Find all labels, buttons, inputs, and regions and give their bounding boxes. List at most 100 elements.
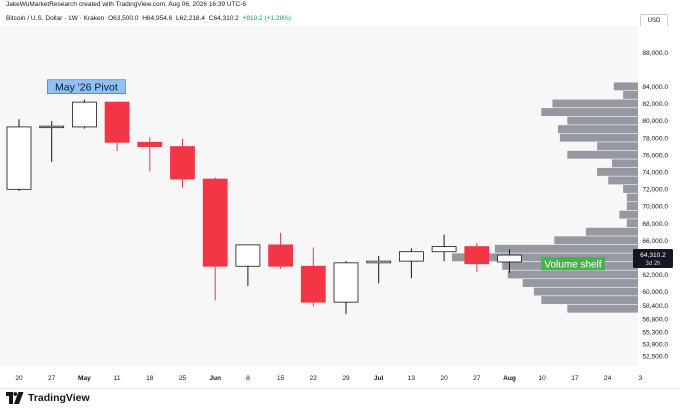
y-tick-label: 82,000.0 — [642, 101, 668, 108]
volume-profile-bar — [623, 185, 638, 193]
y-tick-label: 84,000.0 — [642, 84, 668, 91]
y-tick-label: 62,000.0 — [642, 272, 668, 279]
volume-profile-bar — [552, 99, 638, 108]
candle[interactable] — [39, 125, 65, 129]
x-tick-label: 24 — [604, 375, 612, 382]
x-tick-label: 3 — [638, 375, 642, 382]
x-tick-label: 8 — [246, 375, 250, 382]
x-tick-label: 11 — [114, 375, 121, 382]
y-tick-label: 60,000.0 — [642, 289, 668, 296]
candle[interactable] — [464, 246, 490, 265]
volume-profile-bar — [597, 167, 638, 176]
pivot-label-box[interactable] — [47, 79, 126, 95]
x-tick-label: 27 — [473, 375, 481, 382]
volume-profile-bar — [626, 202, 638, 211]
candle[interactable] — [72, 101, 97, 128]
symbol-legend: Bitcoin / U.S. Dollar · 1W · Kraken O63,… — [6, 15, 293, 23]
change-value: +810.2 (+1.28%) — [242, 15, 292, 22]
tradingview-logo-icon — [6, 392, 24, 404]
candle[interactable] — [170, 146, 195, 180]
x-tick-label: Aug — [503, 375, 516, 382]
close-value: C64,310.2 — [208, 15, 239, 22]
chart-header: JakeWuMarketResearch created with Tradin… — [0, 0, 680, 10]
y-tick-label: 78,000.0 — [642, 135, 668, 142]
tradingview-logo[interactable]: TradingView — [6, 392, 90, 404]
x-tick-label: May — [78, 375, 91, 382]
y-tick-label: 58,400.0 — [642, 303, 668, 310]
price-axis[interactable] — [640, 26, 680, 390]
low-value: L62,218.4 — [176, 15, 205, 22]
open-value: O63,500.0 — [108, 15, 139, 22]
candle[interactable] — [300, 265, 326, 303]
volume-profile-bar — [541, 296, 638, 305]
x-tick-label: 29 — [342, 375, 350, 382]
x-tick-label: 13 — [408, 375, 416, 382]
volume-profile-bar — [626, 193, 638, 202]
time-axis[interactable] — [0, 366, 680, 390]
volume-profile-bar — [567, 150, 638, 159]
x-tick-label: 20 — [15, 375, 23, 382]
y-tick-label: 53,900.0 — [642, 341, 668, 348]
volume-profile-bar — [533, 287, 638, 296]
last-price-tag[interactable] — [633, 249, 673, 269]
y-tick-label: 52,500.0 — [642, 353, 668, 360]
x-tick-label: 27 — [48, 375, 56, 382]
plot-area[interactable] — [0, 26, 638, 366]
volume-profile-bar — [611, 159, 638, 168]
candle[interactable] — [333, 262, 359, 303]
y-tick-label: 55,300.0 — [642, 329, 668, 336]
x-tick-label: 22 — [310, 375, 318, 382]
x-tick-label: 18 — [146, 375, 154, 382]
y-tick-label: 74,000.0 — [642, 170, 668, 177]
candle[interactable] — [104, 101, 130, 143]
price-chart[interactable]: May '26 Pivot Volume shelf 52,500.0 53,900.… — [0, 26, 680, 390]
volume-profile-bar — [559, 133, 638, 142]
volume-profile-bar — [522, 279, 638, 287]
candle[interactable] — [398, 251, 424, 262]
volume-profile-bar — [558, 125, 638, 134]
candle[interactable] — [366, 260, 392, 264]
y-tick-label: 76,000.0 — [642, 152, 668, 159]
x-tick-label: Jul — [374, 375, 384, 382]
last-price-countdown: 3d 2h — [645, 261, 660, 267]
high-value: H64,954.6 — [142, 15, 173, 22]
candle[interactable] — [6, 126, 32, 190]
volume-profile-bar — [507, 270, 638, 279]
volume-profile-bar — [567, 304, 638, 313]
x-tick-label: 25 — [179, 375, 187, 382]
y-tick-label: 56,800.0 — [642, 317, 668, 324]
volume-profile-bar — [626, 219, 638, 228]
last-price-value: 64,310.2 — [640, 252, 666, 259]
y-tick-label: 88,000.0 — [642, 50, 668, 57]
volume-shelf-box[interactable] — [541, 257, 605, 271]
volume-profile-bar — [613, 82, 638, 91]
tradingview-brand: TradingView — [28, 392, 90, 404]
volume-profile-bar — [623, 90, 638, 99]
volume-profile-bar — [567, 116, 638, 125]
footer: TradingView — [0, 390, 680, 413]
candle[interactable] — [202, 178, 228, 267]
volume-profile-bar — [585, 227, 638, 236]
volume-profile-bar — [554, 236, 638, 245]
candle[interactable] — [431, 246, 457, 253]
x-tick-label: 15 — [277, 375, 285, 382]
volume-profile-bar — [597, 142, 638, 151]
symbol-name[interactable]: Bitcoin / U.S. Dollar · 1W · Kraken — [6, 15, 105, 22]
volume-profile-bar — [494, 244, 638, 253]
y-tick-label: 70,000.0 — [642, 204, 668, 211]
y-tick-label: 68,000.0 — [642, 221, 668, 228]
x-tick-label: 17 — [571, 375, 579, 382]
attribution-text: JakeWuMarketResearch created with Tradin… — [6, 1, 247, 8]
candle[interactable] — [497, 254, 522, 263]
y-tick-label: 72,000.0 — [642, 187, 668, 194]
candle[interactable] — [137, 141, 163, 147]
y-tick-label: 66,000.0 — [642, 238, 668, 245]
volume-shelf-label: Volume shelf — [544, 259, 601, 270]
volume-profile-bar — [608, 176, 638, 185]
candle[interactable] — [235, 244, 261, 267]
candle[interactable] — [268, 244, 294, 267]
volume-profile-bar — [541, 108, 638, 116]
y-tick-label: 80,000.0 — [642, 118, 668, 125]
x-tick-label: 10 — [539, 375, 547, 382]
volume-profile-bar — [619, 210, 638, 219]
